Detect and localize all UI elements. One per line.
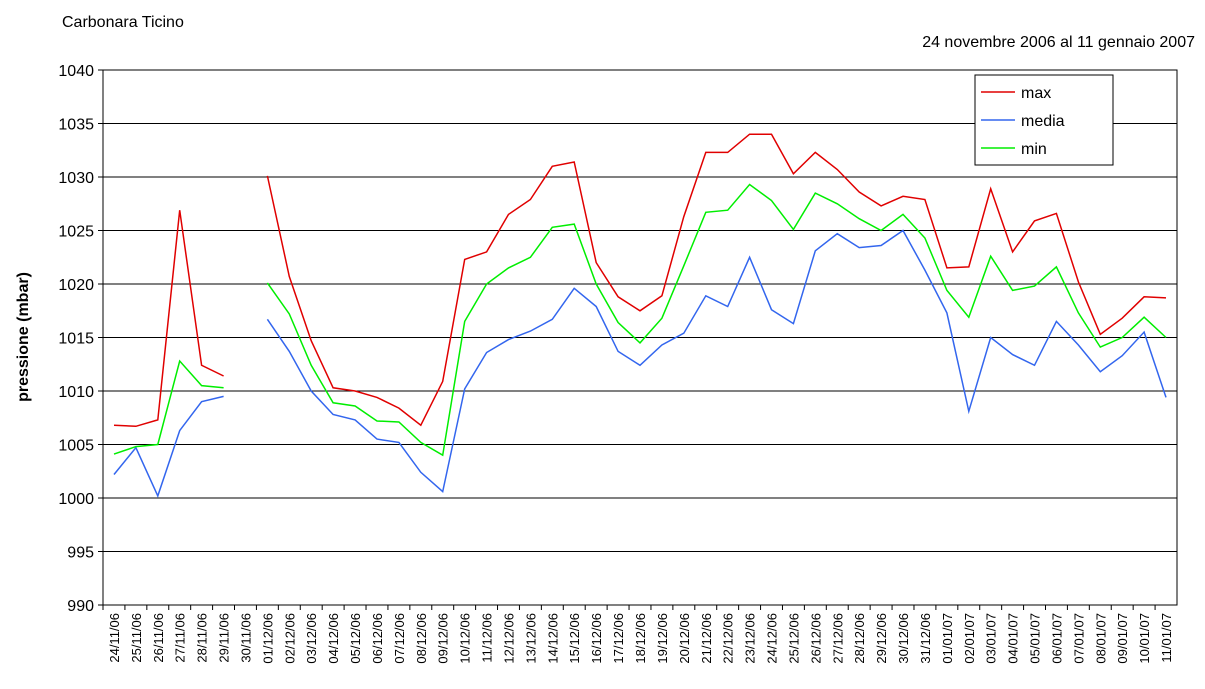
- x-tick-label: 18/12/06: [633, 613, 648, 664]
- x-tick-label: 26/12/06: [808, 613, 823, 664]
- y-axis-label: pressione (mbar): [15, 272, 32, 402]
- x-tick-label: 05/12/06: [348, 613, 363, 664]
- y-tick-label: 1015: [58, 331, 94, 348]
- x-tick-label: 04/01/07: [1006, 613, 1021, 664]
- x-tick-label: 02/12/06: [282, 613, 297, 664]
- x-tick-label: 24/12/06: [765, 613, 780, 664]
- y-tick-label: 1035: [58, 117, 94, 134]
- legend-label: media: [1021, 113, 1065, 130]
- x-tick-label: 02/01/07: [962, 613, 977, 664]
- y-tick-label: 990: [67, 598, 94, 615]
- x-tick-label: 09/12/06: [436, 613, 451, 664]
- x-tick-label: 14/12/06: [545, 613, 560, 664]
- x-tick-label: 20/12/06: [677, 613, 692, 664]
- x-tick-label: 28/12/06: [852, 613, 867, 664]
- y-tick-label: 1005: [58, 438, 94, 455]
- y-tick-label: 1030: [58, 170, 94, 187]
- x-tick-label: 13/12/06: [523, 613, 538, 664]
- x-tick-label: 25/11/06: [129, 613, 144, 663]
- x-tick-label: 21/12/06: [699, 613, 714, 664]
- x-tick-label: 29/11/06: [217, 613, 232, 663]
- x-tick-label: 30/12/06: [896, 613, 911, 664]
- y-tick-label: 1010: [58, 384, 94, 401]
- x-tick-label: 06/01/07: [1049, 613, 1064, 664]
- x-tick-label: 01/01/07: [940, 613, 955, 664]
- series-line: [113, 133, 1167, 428]
- legend-label: max: [1021, 85, 1051, 102]
- x-tick-label: 27/12/06: [830, 613, 845, 664]
- x-tick-label: 29/12/06: [874, 613, 889, 664]
- x-tick-label: 01/12/06: [260, 613, 275, 664]
- x-tick-label: 27/11/06: [173, 613, 188, 663]
- x-tick-label: 17/12/06: [611, 613, 626, 664]
- x-tick-label: 25/12/06: [786, 613, 801, 664]
- chart-subtitle: 24 novembre 2006 al 11 gennaio 2007: [922, 34, 1195, 51]
- y-tick-label: 1025: [58, 224, 94, 241]
- x-tick-label: 30/11/06: [238, 613, 253, 663]
- x-tick-label: 07/12/06: [392, 613, 407, 664]
- x-tick-label: 22/12/06: [721, 613, 736, 664]
- x-tick-label: 28/11/06: [195, 613, 210, 663]
- x-tick-label: 31/12/06: [918, 613, 933, 664]
- x-tick-label: 26/11/06: [151, 613, 166, 663]
- x-tick-label: 23/12/06: [743, 613, 758, 664]
- x-tick-label: 11/12/06: [480, 613, 495, 663]
- x-tick-label: 09/01/07: [1115, 613, 1130, 664]
- y-tick-label: 1020: [58, 277, 94, 294]
- x-tick-label: 08/01/07: [1093, 613, 1108, 664]
- y-tick-label: 1000: [58, 491, 94, 508]
- x-tick-label: 08/12/06: [414, 613, 429, 664]
- y-tick-label: 995: [67, 545, 94, 562]
- x-tick-label: 04/12/06: [326, 613, 341, 664]
- x-tick-label: 10/01/07: [1137, 613, 1152, 664]
- plot-border: [102, 69, 1178, 606]
- legend-label: min: [1021, 141, 1047, 158]
- series-line: [113, 229, 1167, 498]
- x-tick-label: 03/01/07: [984, 613, 999, 664]
- x-tick-label: 12/12/06: [501, 613, 516, 664]
- x-tick-label: 10/12/06: [458, 613, 473, 664]
- x-tick-label: 19/12/06: [655, 613, 670, 664]
- x-tick-label: 05/01/07: [1028, 613, 1043, 664]
- x-tick-label: 07/01/07: [1071, 613, 1086, 664]
- y-tick-label: 1040: [58, 63, 94, 80]
- x-tick-label: 11/01/07: [1159, 613, 1174, 663]
- chart-title: Carbonara Ticino: [62, 14, 184, 31]
- x-tick-label: 24/11/06: [107, 613, 122, 663]
- x-tick-label: 03/12/06: [304, 613, 319, 664]
- x-tick-label: 15/12/06: [567, 613, 582, 664]
- x-tick-label: 06/12/06: [370, 613, 385, 664]
- series-line: [113, 183, 1167, 457]
- x-tick-label: 16/12/06: [589, 613, 604, 664]
